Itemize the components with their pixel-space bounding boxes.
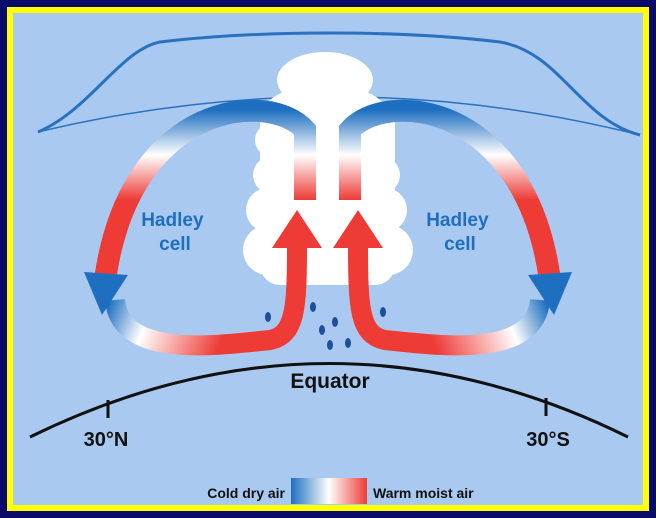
- left-arrowhead: [84, 272, 128, 315]
- right-upper-flow: [339, 99, 561, 282]
- left-up-arrowhead: [272, 210, 322, 248]
- left-cell-line2: cell: [159, 234, 191, 255]
- right-up-arrowhead: [333, 210, 383, 248]
- legend-warm: Warm moist air: [373, 485, 474, 501]
- legend-cold: Cold dry air: [207, 485, 285, 501]
- left-cell-line1: Hadley: [141, 210, 204, 231]
- right-lower-flow: [348, 244, 550, 356]
- right-arrowhead: [528, 272, 572, 315]
- left-lower-flow: [105, 244, 307, 356]
- right-cell-line2: cell: [444, 234, 476, 255]
- left-cell-label: Hadley cell: [141, 210, 209, 255]
- equator-label: Equator: [290, 370, 369, 393]
- lat-30s: 30°S: [526, 429, 570, 451]
- left-upper-flow: [94, 99, 316, 282]
- right-cell-line1: Hadley: [426, 210, 489, 231]
- tropopause: [37, 31, 641, 137]
- earth-surface: [29, 362, 629, 439]
- legend-gradient: [291, 478, 367, 504]
- lat-30n: 30°N: [84, 429, 129, 451]
- rain: [265, 302, 386, 350]
- right-cell-label: Hadley cell: [426, 210, 494, 255]
